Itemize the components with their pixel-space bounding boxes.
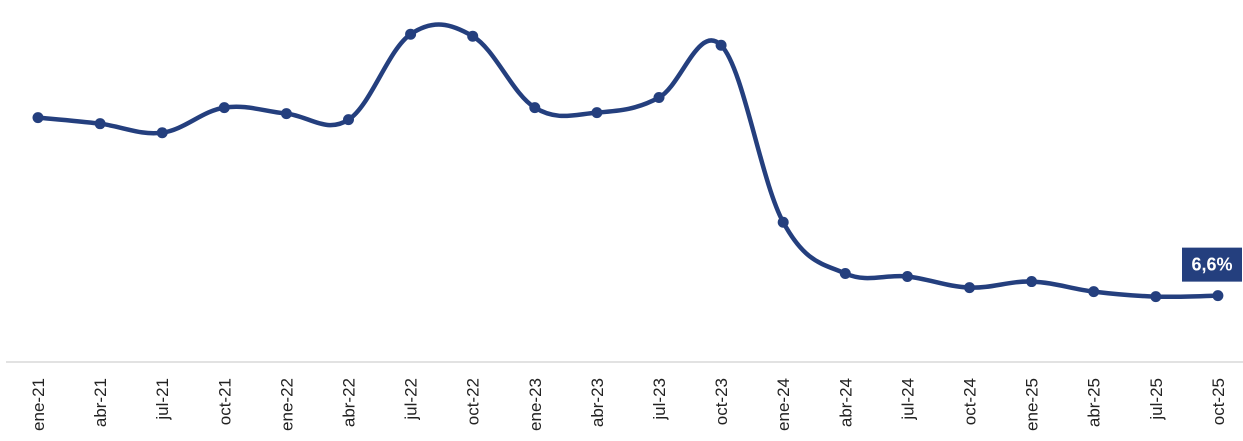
end-value-label: 6,6% [1182, 247, 1242, 282]
x-tick-label-oct-21: oct-21 [215, 378, 234, 425]
x-tick-label-ene-21: ene-21 [29, 378, 48, 431]
x-tick-labels: ene-21 abr-21 jul-21 oct-21 ene-22 abr-22 jul-… [29, 378, 1228, 431]
x-tick-label-jul-22: jul-22 [402, 378, 421, 421]
data-point-ene-25 [1026, 276, 1038, 288]
x-tick-label-jul-24: jul-24 [898, 378, 917, 421]
x-tick-label-abr-25: abr-25 [1085, 378, 1104, 427]
data-point-oct-22 [467, 30, 479, 42]
data-point-abr-25 [1088, 286, 1100, 298]
end-value-label-background [1182, 247, 1242, 282]
data-point-ene-23 [529, 102, 541, 114]
data-point-abr-21 [94, 118, 106, 130]
x-tick-label-jul-25: jul-25 [1147, 378, 1166, 421]
x-tick-label-ene-23: ene-23 [526, 378, 545, 431]
x-tick-label-oct-22: oct-22 [464, 378, 483, 425]
x-tick-label-jul-21: jul-21 [153, 378, 172, 421]
data-point-ene-21 [32, 112, 44, 124]
data-point-jul-25 [1150, 291, 1162, 303]
x-tick-label-oct-23: oct-23 [712, 378, 731, 425]
data-point-ene-24 [777, 216, 789, 228]
data-point-jul-24 [901, 271, 913, 283]
x-tick-label-jul-23: jul-23 [650, 378, 669, 421]
x-tick-label-ene-24: ene-24 [774, 378, 793, 431]
end-value-label-text: 6,6% [1191, 255, 1232, 275]
data-point-abr-24 [839, 268, 851, 280]
x-tick-label-ene-25: ene-25 [1023, 378, 1042, 431]
data-point-abr-22 [343, 114, 354, 126]
data-point-abr-23 [591, 107, 603, 119]
x-tick-label-abr-21: abr-21 [91, 378, 110, 427]
data-point-oct-23 [715, 39, 727, 51]
data-point-jul-23 [653, 92, 665, 104]
x-tick-label-ene-22: ene-22 [277, 378, 296, 431]
data-point-oct-24 [964, 282, 975, 294]
x-tick-label-oct-25: oct-25 [1209, 378, 1228, 425]
series-line [35, 22, 1221, 300]
data-point-oct-25 [1212, 290, 1224, 302]
data-points [32, 28, 1224, 303]
x-tick-label-abr-22: abr-22 [340, 378, 359, 427]
x-tick-label-abr-24: abr-24 [836, 378, 855, 427]
x-tick-label-oct-24: oct-24 [961, 378, 980, 425]
x-tick-label-abr-23: abr-23 [588, 378, 607, 427]
data-point-oct-21 [218, 102, 230, 114]
data-point-ene-22 [280, 108, 292, 120]
data-point-jul-21 [156, 127, 168, 139]
data-point-jul-22 [405, 28, 417, 40]
